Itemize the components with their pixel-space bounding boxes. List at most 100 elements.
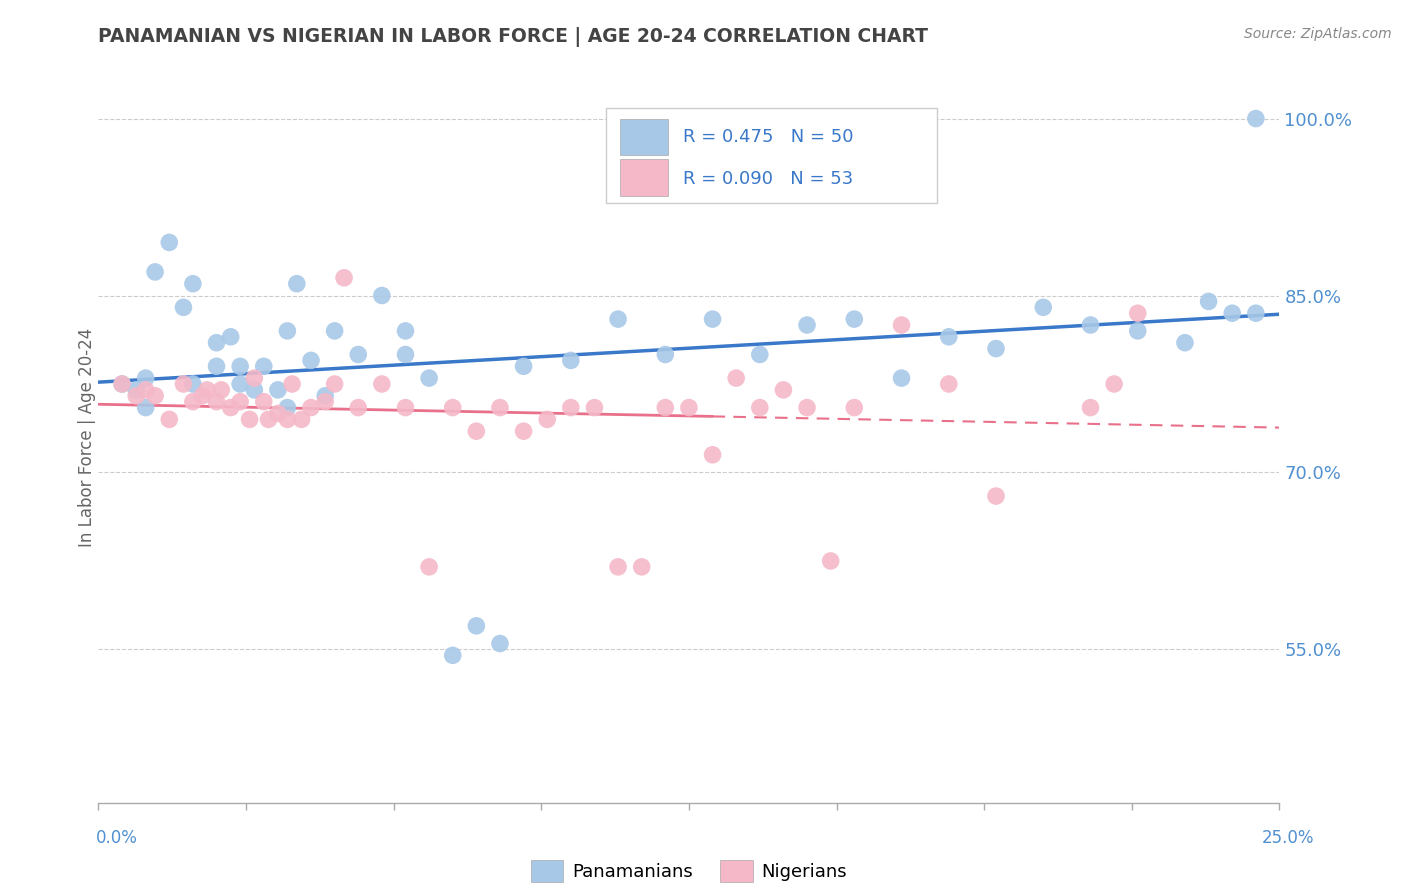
Point <box>323 376 346 391</box>
Point <box>205 394 228 409</box>
Point <box>748 347 770 361</box>
Point <box>267 383 290 397</box>
Point <box>844 401 866 415</box>
Point <box>195 383 218 397</box>
Point <box>299 353 322 368</box>
Point <box>536 412 558 426</box>
Point <box>281 376 304 391</box>
Point <box>1174 335 1197 350</box>
Point <box>1220 306 1243 320</box>
Point <box>181 277 204 291</box>
Text: 25.0%: 25.0% <box>1263 829 1315 847</box>
Point <box>229 394 252 409</box>
Point <box>1126 324 1149 338</box>
Point <box>219 401 242 415</box>
Point <box>135 383 157 397</box>
Point <box>371 376 394 391</box>
Point <box>243 383 266 397</box>
Point <box>143 265 166 279</box>
Point <box>607 559 630 574</box>
Point <box>181 394 204 409</box>
Point <box>796 401 818 415</box>
Point <box>394 347 416 361</box>
Point <box>844 312 866 326</box>
Point <box>489 636 512 650</box>
Point <box>820 554 842 568</box>
Point <box>253 359 276 374</box>
Point <box>465 424 488 438</box>
Text: 0.0%: 0.0% <box>96 829 138 847</box>
Point <box>772 383 794 397</box>
Point <box>135 401 157 415</box>
Point <box>323 324 346 338</box>
FancyBboxPatch shape <box>606 108 936 203</box>
Point <box>418 559 440 574</box>
Point <box>1102 376 1125 391</box>
Point <box>205 359 228 374</box>
Point <box>257 412 280 426</box>
Point <box>229 359 252 374</box>
Text: PANAMANIAN VS NIGERIAN IN LABOR FORCE | AGE 20-24 CORRELATION CHART: PANAMANIAN VS NIGERIAN IN LABOR FORCE | … <box>98 27 928 46</box>
Point <box>172 376 194 391</box>
Point <box>1244 306 1267 320</box>
Point <box>276 324 298 338</box>
Point <box>654 401 676 415</box>
Point <box>607 312 630 326</box>
Point <box>299 401 322 415</box>
Legend: Panamanians, Nigerians: Panamanians, Nigerians <box>523 853 855 888</box>
Point <box>135 371 157 385</box>
Point <box>111 376 134 391</box>
Point <box>489 401 512 415</box>
Point <box>630 559 652 574</box>
Point <box>984 489 1007 503</box>
Point <box>276 412 298 426</box>
Point <box>243 371 266 385</box>
Point <box>678 401 700 415</box>
Point <box>314 389 336 403</box>
Point <box>418 371 440 385</box>
Point <box>512 359 534 374</box>
Point <box>560 353 582 368</box>
Point <box>111 376 134 391</box>
Point <box>205 335 228 350</box>
Point <box>441 401 464 415</box>
Point <box>702 312 724 326</box>
Point <box>1244 112 1267 126</box>
Point <box>748 401 770 415</box>
Point <box>1080 318 1102 332</box>
Point <box>276 401 298 415</box>
Y-axis label: In Labor Force | Age 20-24: In Labor Force | Age 20-24 <box>79 327 96 547</box>
Point <box>143 389 166 403</box>
Point <box>125 383 148 397</box>
Point <box>371 288 394 302</box>
Point <box>285 277 308 291</box>
Point <box>938 330 960 344</box>
Point <box>583 401 606 415</box>
Point <box>465 619 488 633</box>
Point <box>938 376 960 391</box>
Point <box>229 376 252 391</box>
Point <box>157 235 180 250</box>
Point <box>333 270 356 285</box>
Point <box>394 324 416 338</box>
Point <box>796 318 818 332</box>
Point <box>394 401 416 415</box>
Point <box>725 371 748 385</box>
Point <box>209 383 232 397</box>
Point <box>1080 401 1102 415</box>
Point <box>984 342 1007 356</box>
Point <box>890 318 912 332</box>
Point <box>702 448 724 462</box>
Point <box>512 424 534 438</box>
Point <box>219 330 242 344</box>
Text: Source: ZipAtlas.com: Source: ZipAtlas.com <box>1244 27 1392 41</box>
Text: R = 0.475   N = 50: R = 0.475 N = 50 <box>683 128 853 146</box>
Point <box>267 407 290 421</box>
Point <box>560 401 582 415</box>
Point <box>890 371 912 385</box>
Point <box>347 401 370 415</box>
Point <box>191 389 214 403</box>
FancyBboxPatch shape <box>620 159 668 195</box>
Point <box>1126 306 1149 320</box>
Point <box>441 648 464 663</box>
